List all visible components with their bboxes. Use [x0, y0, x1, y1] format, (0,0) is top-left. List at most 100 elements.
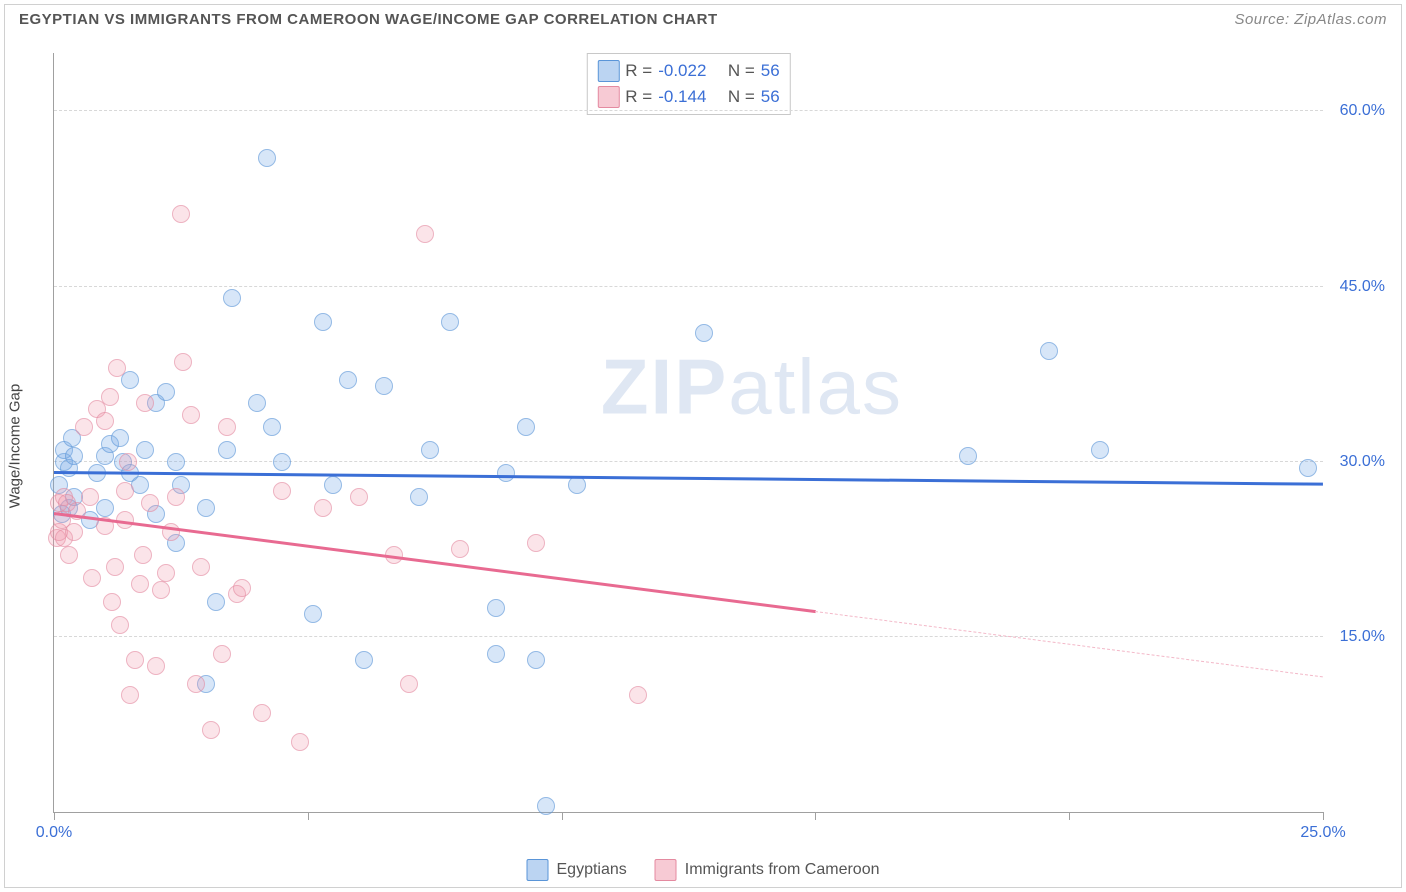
data-point [324, 476, 342, 494]
n-label: N = [728, 61, 755, 81]
chart-title: EGYPTIAN VS IMMIGRANTS FROM CAMEROON WAG… [19, 11, 718, 28]
chart-container: EGYPTIAN VS IMMIGRANTS FROM CAMEROON WAG… [4, 4, 1402, 888]
data-point [527, 534, 545, 552]
trend-line [54, 512, 816, 613]
data-point [207, 593, 225, 611]
r-label: R = [625, 61, 652, 81]
x-tick [1323, 812, 1324, 820]
data-point [192, 558, 210, 576]
data-point [1040, 342, 1058, 360]
data-point [375, 377, 393, 395]
data-point [141, 494, 159, 512]
data-point [1091, 441, 1109, 459]
data-point [134, 546, 152, 564]
data-point [174, 353, 192, 371]
data-point [182, 406, 200, 424]
data-point [187, 675, 205, 693]
title-bar: EGYPTIAN VS IMMIGRANTS FROM CAMEROON WAG… [5, 5, 1401, 34]
data-point [157, 383, 175, 401]
data-point [213, 645, 231, 663]
data-point [487, 599, 505, 617]
data-point [273, 482, 291, 500]
data-point [65, 523, 83, 541]
data-point [223, 289, 241, 307]
data-point [527, 651, 545, 669]
data-point [410, 488, 428, 506]
data-point [119, 453, 137, 471]
swatch-pink-icon [655, 859, 677, 881]
y-axis-title: Wage/Income Gap [7, 384, 24, 509]
swatch-blue-icon [597, 60, 619, 82]
data-point [111, 616, 129, 634]
data-point [121, 686, 139, 704]
trend-line [815, 611, 1323, 677]
y-tick-label: 60.0% [1329, 102, 1385, 120]
data-point [167, 453, 185, 471]
data-point [537, 797, 555, 815]
watermark-light: atlas [728, 342, 903, 430]
legend-label-1: Egyptians [557, 861, 627, 879]
data-point [233, 579, 251, 597]
data-point [350, 488, 368, 506]
data-point [355, 651, 373, 669]
trend-line [54, 471, 1323, 485]
gridline [54, 461, 1323, 462]
data-point [263, 418, 281, 436]
y-tick-label: 15.0% [1329, 628, 1385, 646]
data-point [116, 482, 134, 500]
data-point [421, 441, 439, 459]
data-point [304, 605, 322, 623]
data-point [487, 645, 505, 663]
data-point [96, 499, 114, 517]
data-point [202, 721, 220, 739]
data-point [101, 388, 119, 406]
data-point [1299, 459, 1317, 477]
data-point [339, 371, 357, 389]
data-point [60, 546, 78, 564]
n-value-2: 56 [761, 87, 780, 107]
data-point [75, 418, 93, 436]
data-point [157, 564, 175, 582]
gridline [54, 286, 1323, 287]
data-point [172, 205, 190, 223]
data-point [517, 418, 535, 436]
data-point [167, 488, 185, 506]
swatch-pink-icon [597, 86, 619, 108]
data-point [314, 313, 332, 331]
data-point [291, 733, 309, 751]
data-point [253, 704, 271, 722]
legend-item-2: Immigrants from Cameroon [655, 859, 880, 881]
data-point [147, 657, 165, 675]
data-point [416, 225, 434, 243]
data-point [106, 558, 124, 576]
data-point [152, 581, 170, 599]
data-point [218, 418, 236, 436]
stat-row-1: R = -0.022 N = 56 [597, 58, 779, 84]
data-point [695, 324, 713, 342]
data-point [81, 488, 99, 506]
data-point [248, 394, 266, 412]
data-point [629, 686, 647, 704]
series-legend: Egyptians Immigrants from Cameroon [527, 859, 880, 881]
data-point [136, 441, 154, 459]
correlation-legend: R = -0.022 N = 56 R = -0.144 N = 56 [586, 53, 790, 115]
data-point [451, 540, 469, 558]
data-point [111, 429, 129, 447]
watermark: ZIPatlas [601, 341, 903, 432]
x-tick [562, 812, 563, 820]
stat-row-2: R = -0.144 N = 56 [597, 84, 779, 110]
data-point [136, 394, 154, 412]
x-tick-label: 0.0% [36, 824, 72, 842]
data-point [314, 499, 332, 517]
data-point [108, 359, 126, 377]
data-point [959, 447, 977, 465]
data-point [273, 453, 291, 471]
plot-area: ZIPatlas R = -0.022 N = 56 R = -0.144 N … [53, 53, 1323, 813]
data-point [218, 441, 236, 459]
data-point [400, 675, 418, 693]
swatch-blue-icon [527, 859, 549, 881]
source-attribution: Source: ZipAtlas.com [1234, 11, 1387, 28]
gridline [54, 636, 1323, 637]
data-point [126, 651, 144, 669]
data-point [83, 569, 101, 587]
